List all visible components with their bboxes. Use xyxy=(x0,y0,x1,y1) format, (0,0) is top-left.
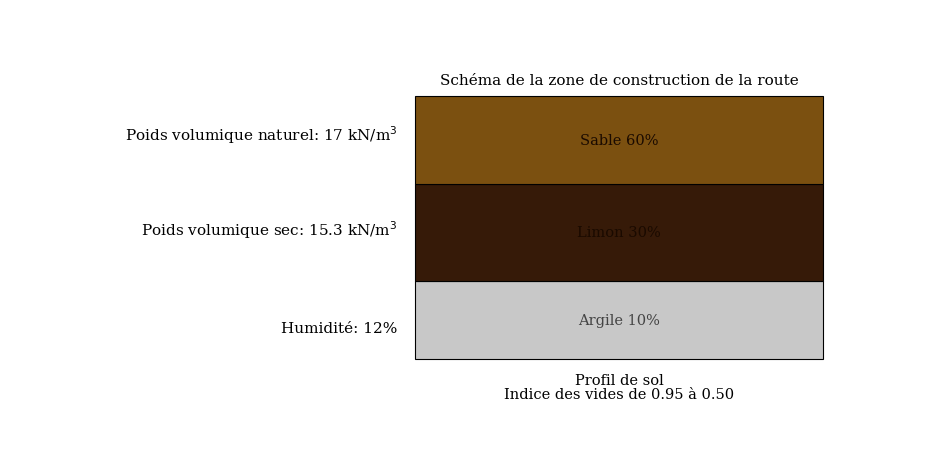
Text: Sable 60%: Sable 60% xyxy=(579,133,658,147)
Text: Poids volumique sec: 15.3 kN/m$^3$: Poids volumique sec: 15.3 kN/m$^3$ xyxy=(141,219,397,241)
Bar xyxy=(416,96,822,184)
Text: Indice des vides de 0.95 à 0.50: Indice des vides de 0.95 à 0.50 xyxy=(504,387,734,401)
Text: Schéma de la zone de construction de la route: Schéma de la zone de construction de la … xyxy=(440,74,798,88)
Text: Humidité: 12%: Humidité: 12% xyxy=(281,321,397,335)
Bar xyxy=(416,281,822,359)
Bar xyxy=(416,184,822,281)
Text: Limon 30%: Limon 30% xyxy=(578,226,661,240)
Text: Argile 10%: Argile 10% xyxy=(578,313,660,327)
Text: Profil de sol: Profil de sol xyxy=(575,374,663,387)
Text: Poids volumique naturel: 17 kN/m$^3$: Poids volumique naturel: 17 kN/m$^3$ xyxy=(125,124,397,146)
